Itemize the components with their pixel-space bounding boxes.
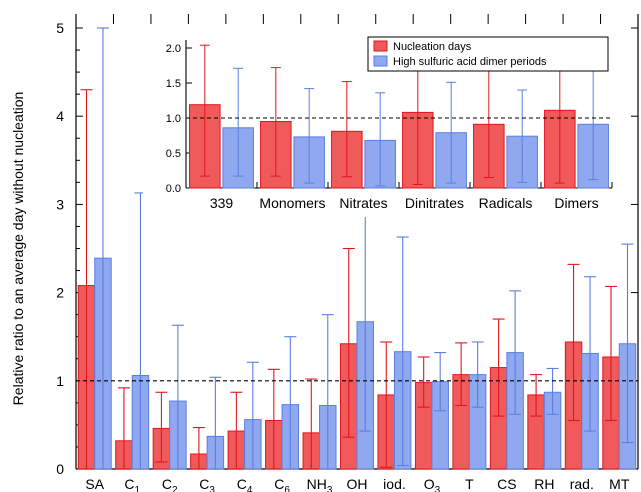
inset-y-tick-label: 0.5 [166, 148, 181, 160]
x-tick-label-sub: 3 [209, 485, 215, 492]
inset-y-tick-label: 2.0 [166, 43, 181, 55]
inset-x-tick-label: Dimers [554, 195, 598, 211]
x-tick-label-sub: 3 [435, 485, 441, 492]
x-tick-label-main: rad. [570, 476, 594, 492]
legend-box [367, 36, 609, 72]
legend-swatch [373, 55, 388, 67]
x-tick-label: MT [609, 476, 630, 492]
y-tick-label: 0 [56, 461, 64, 477]
x-tick-label-main: MT [609, 476, 630, 492]
x-tick-label: C1 [124, 476, 140, 492]
x-tick-label-main: T [465, 476, 474, 492]
x-tick-label-main: C [237, 476, 247, 492]
inset-y-tick-label: 1.0 [166, 113, 181, 125]
x-tick-label: C6 [274, 476, 290, 492]
x-tick-label: rad. [570, 476, 594, 492]
x-tick-label: C2 [162, 476, 178, 492]
x-tick-label: C3 [199, 476, 215, 492]
x-tick-label-sub: 1 [134, 485, 140, 492]
x-tick-label-sub: 4 [247, 485, 253, 492]
x-tick-label-sub: 6 [284, 485, 290, 492]
y-tick-label: 1 [56, 373, 64, 389]
x-tick-label-sub: 3 [327, 485, 333, 492]
inset-x-tick-label: Monomers [259, 195, 325, 211]
x-tick-label-main: C [162, 476, 172, 492]
y-tick-label: 5 [56, 20, 64, 36]
x-tick-label-sub: 2 [172, 485, 178, 492]
inset-x-tick-label: Nitrates [339, 195, 387, 211]
x-tick-label: C4 [237, 476, 253, 492]
x-tick-label-main: C [199, 476, 209, 492]
x-tick-label: OH [347, 476, 368, 492]
inset-x-tick-label: 339 [210, 195, 234, 211]
y-tick-label: 3 [56, 196, 64, 212]
inset-x-tick-label: Dinitrates [405, 195, 464, 211]
x-tick-label-main: CS [497, 476, 516, 492]
legend-swatch [373, 40, 388, 52]
x-tick-label-main: SA [85, 476, 104, 492]
inset-x-tick-label: Radicals [479, 195, 533, 211]
x-tick-label-main: iod. [383, 476, 406, 492]
x-tick-label-main: C [274, 476, 284, 492]
legend: Nucleation days High sulfuric acid dimer … [367, 36, 609, 72]
x-tick-label: O3 [424, 476, 441, 492]
inset-chart: 0.0 0.5 1.0 1.5 2.0 339 Monomers Nitrates Dinitr… [143, 35, 613, 217]
x-tick-label: CS [497, 476, 516, 492]
x-tick-label: RH [534, 476, 554, 492]
x-tick-label-main: OH [347, 476, 368, 492]
x-tick-label-main: C [124, 476, 134, 492]
legend-label: Nucleation days [393, 41, 472, 53]
x-tick-label: T [465, 476, 474, 492]
x-tick-label: SA [85, 476, 104, 492]
y-tick-label: 4 [56, 108, 64, 124]
inset-y-tick-label: 1.5 [166, 78, 181, 90]
y-tick-label: 2 [56, 285, 64, 301]
inset-y-tick-label: 0.0 [166, 183, 181, 195]
x-tick-label: NH3 [307, 476, 333, 492]
legend-label: High sulfuric acid dimer periods [393, 56, 547, 68]
x-tick-label-main: NH [307, 476, 327, 492]
main-chart: 0 1 2 3 4 5 Relative ratio to an average day w… [10, 14, 639, 492]
x-tick-label: iod. [383, 476, 406, 492]
y-axis-title: Relative ratio to an average day without… [10, 92, 26, 406]
x-tick-label-main: O [424, 476, 435, 492]
x-tick-label-main: RH [534, 476, 554, 492]
